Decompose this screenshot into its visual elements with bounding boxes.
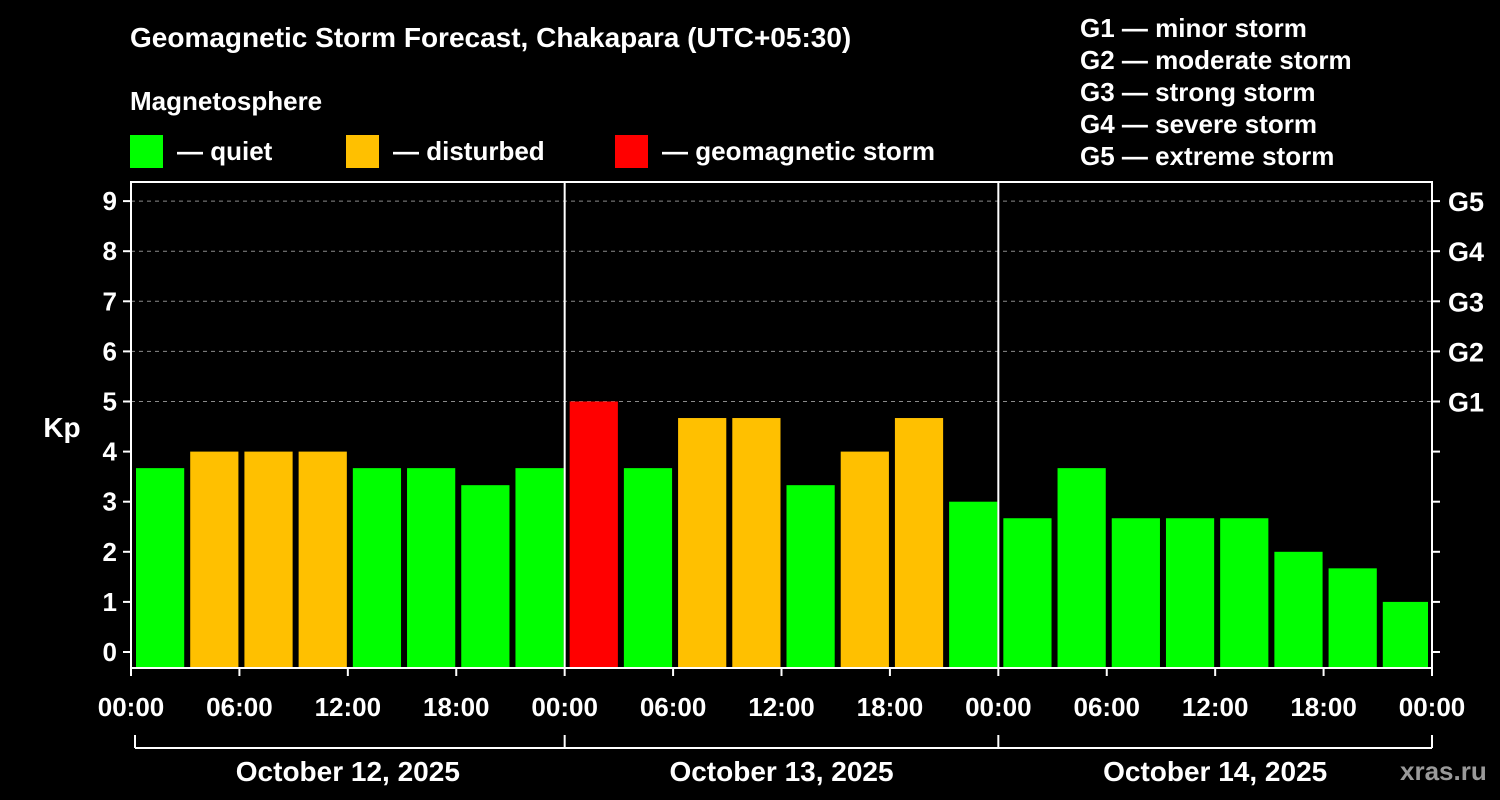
x-tick-label-10: 12:00 — [1182, 692, 1249, 722]
legend-storm: — geomagnetic storm — [615, 134, 935, 168]
chart-title: Geomagnetic Storm Forecast, Chakapara (U… — [130, 22, 852, 53]
legend-quiet: — quiet — [130, 134, 272, 168]
bar-3 — [298, 451, 347, 668]
y-tick-label-5: 5 — [103, 387, 117, 417]
bar-0 — [136, 468, 185, 668]
storm-level-label-g5: G5 — [1448, 187, 1484, 217]
x-tick-label-3: 18:00 — [423, 692, 490, 722]
bar-6 — [461, 485, 510, 668]
legend-label-quiet: — quiet — [177, 135, 273, 166]
y-tick-label-3: 3 — [103, 487, 117, 517]
x-tick-label-8: 00:00 — [965, 692, 1032, 722]
bar-19 — [1165, 518, 1215, 668]
storm-scale-g4: G4 — severe storm — [1080, 109, 1318, 139]
storm-level-label-g2: G2 — [1448, 337, 1484, 367]
y-tick-label-6: 6 — [103, 336, 117, 366]
bar-16 — [1003, 518, 1052, 668]
x-tick-label-7: 18:00 — [857, 692, 924, 722]
x-tick-label-4: 00:00 — [531, 692, 598, 722]
legend-swatch-disturbed — [346, 134, 379, 168]
bar-23 — [1382, 601, 1428, 668]
bar-17 — [1057, 468, 1106, 668]
bar-7 — [515, 468, 564, 668]
legend-disturbed: — disturbed — [346, 134, 545, 168]
bar-1 — [190, 451, 239, 668]
x-tick-label-0: 00:00 — [98, 692, 165, 722]
bar-2 — [244, 451, 293, 668]
storm-level-label-g4: G4 — [1448, 237, 1484, 267]
storm-scale-g3: G3 — strong storm — [1080, 77, 1316, 107]
watermark: xras.ru — [1400, 756, 1487, 786]
bar-15 — [949, 501, 998, 668]
bar-5 — [407, 468, 456, 668]
x-tick-label-9: 06:00 — [1074, 692, 1141, 722]
legend-label-storm: — geomagnetic storm — [662, 135, 936, 166]
y-tick-label-0: 0 — [103, 637, 117, 667]
storm-level-label-g1: G1 — [1448, 388, 1484, 418]
bar-10 — [678, 418, 727, 668]
day-label-1: October 13, 2025 — [669, 756, 893, 787]
y-tick-label-9: 9 — [103, 186, 117, 216]
y-axis-label: Kp — [43, 412, 80, 443]
bar-4 — [352, 468, 402, 668]
storm-level-label-g3: G3 — [1448, 287, 1484, 317]
y-tick-label-4: 4 — [103, 437, 118, 467]
bar-9 — [623, 468, 673, 668]
x-tick-label-1: 06:00 — [206, 692, 273, 722]
bar-21 — [1274, 551, 1323, 668]
storm-scale-g5: G5 — extreme storm — [1080, 141, 1335, 171]
y-tick-label-7: 7 — [103, 286, 117, 316]
x-tick-label-6: 12:00 — [748, 692, 815, 722]
y-tick-label-1: 1 — [103, 587, 117, 617]
day-label-0: October 12, 2025 — [236, 756, 460, 787]
storm-scale-g1: G1 — minor storm — [1080, 13, 1307, 43]
y-tick-label-2: 2 — [103, 537, 117, 567]
bar-18 — [1111, 518, 1160, 668]
bar-11 — [732, 418, 781, 668]
x-tick-label-2: 12:00 — [315, 692, 382, 722]
bar-13 — [840, 451, 889, 668]
storm-scale-legend: G1 — minor storm G2 — moderate storm G3 … — [1080, 12, 1352, 172]
bar-22 — [1328, 568, 1377, 668]
legend-swatch-storm — [615, 134, 648, 168]
storm-scale-g2: G2 — moderate storm — [1080, 45, 1352, 75]
day-label-2: October 14, 2025 — [1103, 756, 1327, 787]
x-tick-label-12: 00:00 — [1399, 692, 1466, 722]
y-tick-label-8: 8 — [103, 236, 117, 266]
x-tick-label-11: 18:00 — [1290, 692, 1357, 722]
bar-14 — [894, 418, 944, 668]
bar-8 — [569, 401, 618, 668]
chart-subtitle: Magnetosphere — [130, 86, 323, 116]
bar-12 — [786, 485, 835, 668]
x-tick-label-5: 06:00 — [640, 692, 707, 722]
legend-label-disturbed: — disturbed — [393, 135, 545, 166]
bar-20 — [1220, 518, 1269, 668]
legend-swatch-quiet — [130, 134, 163, 168]
